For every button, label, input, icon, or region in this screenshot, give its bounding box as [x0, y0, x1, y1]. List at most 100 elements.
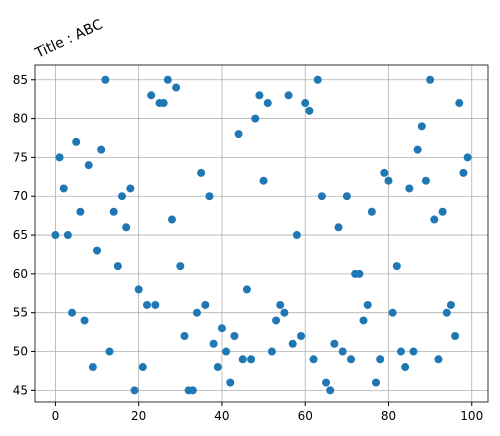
y-tick-label: 85 [13, 73, 28, 87]
point [143, 300, 152, 309]
point [347, 355, 356, 364]
plot-frame [34, 64, 489, 403]
point [309, 355, 318, 364]
point [93, 246, 102, 255]
point [355, 269, 364, 278]
point [209, 339, 218, 348]
point [288, 339, 297, 348]
point [251, 114, 260, 123]
point [334, 223, 343, 232]
point [426, 75, 435, 84]
x-tick-label: 20 [131, 409, 146, 423]
x-tick-label: 100 [460, 409, 483, 423]
point [234, 130, 243, 139]
point [134, 285, 143, 294]
point [147, 91, 156, 100]
point [297, 331, 306, 340]
y-tick-label: 65 [13, 228, 28, 242]
point [417, 122, 426, 131]
point [180, 331, 189, 340]
point [380, 168, 389, 177]
point [113, 262, 122, 271]
point [63, 231, 72, 240]
point [255, 91, 264, 100]
point [371, 378, 380, 387]
point [442, 308, 451, 317]
y-tick-label: 55 [13, 306, 28, 320]
point [301, 99, 310, 108]
point [55, 153, 64, 162]
point [122, 223, 131, 232]
point [376, 355, 385, 364]
y-tick-label: 50 [13, 345, 28, 359]
point [263, 99, 272, 108]
y-tick-label: 60 [13, 267, 28, 281]
point [72, 137, 81, 146]
point [455, 99, 464, 108]
point [317, 192, 326, 201]
point [151, 300, 160, 309]
point [130, 386, 139, 395]
point [167, 215, 176, 224]
point [388, 308, 397, 317]
point [409, 347, 418, 356]
point [446, 300, 455, 309]
point [163, 75, 172, 84]
point [76, 207, 85, 216]
x-tick-label: 40 [214, 409, 229, 423]
point [188, 386, 197, 395]
point [84, 161, 93, 170]
point [222, 347, 231, 356]
point [230, 331, 239, 340]
point [451, 331, 460, 340]
point [342, 192, 351, 201]
chart-title: Title : ABC [32, 16, 105, 62]
y-tick-label: 45 [13, 383, 28, 397]
point [330, 339, 339, 348]
point [313, 75, 322, 84]
point [459, 168, 468, 177]
point [88, 363, 97, 372]
point [213, 363, 222, 372]
point [305, 106, 314, 115]
point [338, 347, 347, 356]
point [217, 324, 226, 333]
point [438, 207, 447, 216]
point [463, 153, 472, 162]
point [326, 386, 335, 395]
point [396, 347, 405, 356]
point [97, 145, 106, 154]
point [126, 184, 135, 193]
point [201, 300, 210, 309]
point [272, 316, 281, 325]
point [367, 207, 376, 216]
point [284, 91, 293, 100]
point [430, 215, 439, 224]
point [276, 300, 285, 309]
point [105, 347, 114, 356]
point [192, 308, 201, 317]
point [172, 83, 181, 92]
point [280, 308, 289, 317]
point [242, 285, 251, 294]
point [68, 308, 77, 317]
point [405, 184, 414, 193]
point [322, 378, 331, 387]
point [259, 176, 268, 185]
point [421, 176, 430, 185]
point [247, 355, 256, 364]
point [238, 355, 247, 364]
point [197, 168, 206, 177]
point [80, 316, 89, 325]
y-tick-label: 70 [13, 189, 28, 203]
point [359, 316, 368, 325]
point [292, 231, 301, 240]
point [205, 192, 214, 201]
x-tick-label: 60 [298, 409, 313, 423]
point [176, 262, 185, 271]
point [138, 363, 147, 372]
y-tick-label: 80 [13, 112, 28, 126]
point [267, 347, 276, 356]
point [118, 192, 127, 201]
